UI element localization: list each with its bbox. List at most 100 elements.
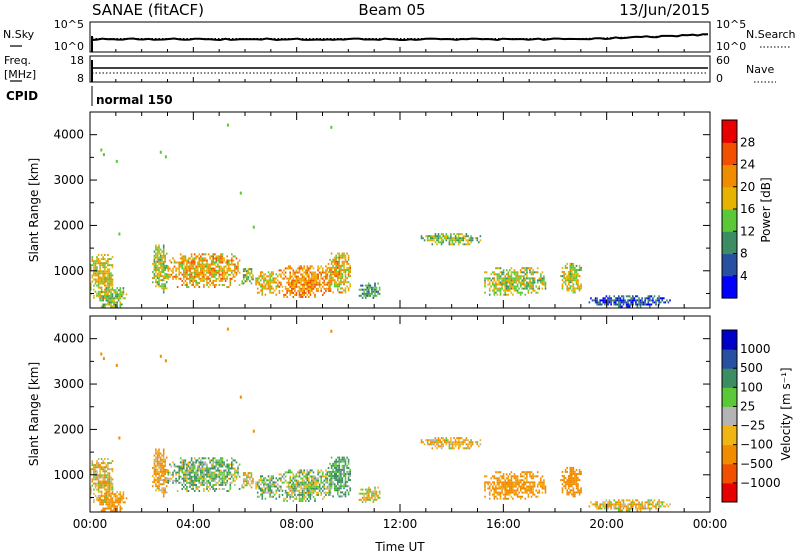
power-cell [437, 233, 440, 236]
power-cell [159, 260, 162, 263]
velocity-cell [291, 485, 293, 488]
power-cell [532, 277, 534, 280]
power-cell [495, 287, 497, 290]
power-cell [183, 277, 185, 280]
power-cell [278, 281, 281, 284]
velocity-cell [575, 487, 578, 490]
power-cell [374, 290, 376, 293]
power-cell [371, 292, 373, 295]
velocity-cell [509, 491, 511, 494]
velocity-cell [214, 465, 216, 468]
velocity-cell [298, 469, 301, 472]
velocity-cell [297, 471, 299, 474]
power-cell [575, 281, 578, 284]
velocity-cell [237, 469, 239, 472]
power-cell [521, 275, 523, 278]
power-cell [330, 281, 333, 284]
power-cell [172, 275, 174, 278]
power-cell [200, 279, 202, 282]
power-cell [577, 283, 579, 286]
power-cell [641, 299, 643, 302]
power-cell [470, 241, 472, 244]
velocity-cell [575, 481, 578, 484]
velocity-cell [341, 481, 344, 484]
velocity-cell [162, 479, 165, 482]
power-cell [96, 274, 98, 277]
velocity-cell [507, 479, 510, 482]
power-cell [270, 281, 273, 284]
power-cell [226, 271, 228, 274]
power-cell [117, 289, 120, 292]
power-cell [108, 282, 111, 285]
velocity-cell [221, 475, 224, 478]
velocity-cell [530, 477, 533, 480]
power-cell [234, 271, 236, 274]
power-cell [507, 279, 510, 282]
velocity-cell [312, 479, 315, 482]
power-cell [116, 291, 118, 294]
velocity-cell [267, 485, 270, 488]
velocity-cell [516, 489, 519, 492]
power-cell [91, 256, 94, 259]
velocity-cell [289, 487, 291, 490]
velocity-cell [498, 477, 500, 480]
velocity-cell [291, 471, 293, 474]
velocity-cell [484, 481, 486, 484]
power-cell [363, 288, 365, 291]
power-cell [239, 191, 242, 195]
power-cell [229, 269, 232, 272]
velocity-cell [526, 479, 528, 482]
velocity-cell [289, 471, 291, 474]
velocity-cell [104, 484, 106, 487]
velocity-cell [94, 476, 97, 479]
power-cell [102, 153, 105, 157]
velocity-cell [315, 481, 318, 484]
power-cell [493, 287, 496, 290]
power-cell [450, 243, 452, 246]
power-cell [378, 292, 381, 295]
power-cell [104, 284, 106, 287]
velocity-cell [314, 477, 316, 480]
power-cell [273, 279, 276, 282]
velocity-cell [183, 477, 185, 480]
velocity-cell [94, 486, 97, 489]
power-cell [330, 252, 333, 255]
power-cell [328, 289, 330, 292]
power-cell [155, 256, 157, 259]
power-cell [183, 267, 185, 270]
velocity-cell [344, 479, 347, 482]
power-cell [653, 301, 656, 304]
velocity-cell [162, 475, 165, 477]
power-cell [189, 271, 191, 274]
velocity-cell [104, 462, 106, 465]
velocity-cell [108, 507, 111, 510]
power-cell [484, 291, 486, 294]
power-cell [318, 271, 321, 274]
power-cell [337, 260, 339, 263]
power-cell [189, 281, 191, 284]
power-cell [314, 273, 316, 276]
velocity-cell [295, 489, 298, 492]
velocity-cell [341, 468, 344, 471]
power-cell [164, 269, 166, 271]
power-cell [292, 285, 295, 288]
velocity-cell [332, 468, 334, 471]
velocity-cell [311, 481, 313, 484]
velocity-cell [529, 485, 531, 488]
power-cell [454, 235, 457, 238]
power-cell [193, 259, 196, 262]
power-cell [113, 303, 115, 306]
power-cell [574, 269, 576, 271]
power-cell [343, 271, 345, 273]
velocity-colorbar-tick-label: 500 [740, 361, 763, 375]
power-cell [360, 284, 362, 287]
power-cell [209, 257, 211, 260]
velocity-cell [164, 359, 167, 363]
velocity-cell [572, 468, 575, 471]
power-cell [465, 243, 468, 246]
power-cell [196, 284, 199, 286]
velocity-cell [206, 473, 208, 476]
x-tick-label: 20:00 [589, 517, 624, 531]
velocity-cell [303, 483, 305, 486]
power-cell [597, 303, 600, 306]
